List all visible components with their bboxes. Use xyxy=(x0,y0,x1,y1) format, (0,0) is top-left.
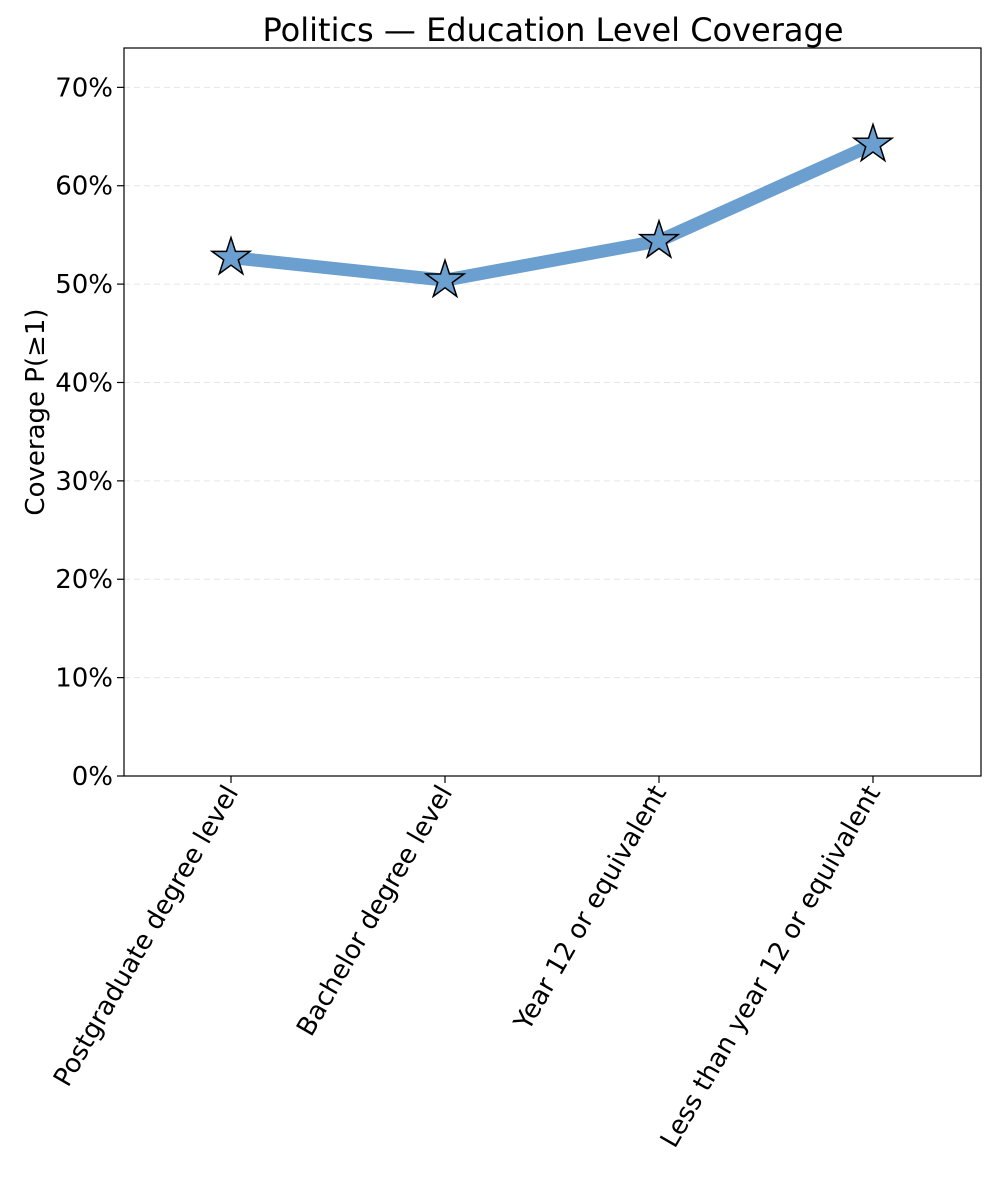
x-tick-label: Bachelor degree level xyxy=(291,781,459,1042)
y-axis-ticks: 0% 10% 20% 30% 40% 50% 60% 70% xyxy=(55,73,124,792)
plot-area-frame xyxy=(123,47,982,777)
x-axis-ticks: Postgraduate degree level Bachelor degree… xyxy=(48,776,887,1153)
y-tick-label: 0% xyxy=(72,762,113,792)
y-tick-label: 20% xyxy=(55,565,113,595)
x-tick-label: Less than year 12 or equivalent xyxy=(655,781,887,1153)
series-line xyxy=(230,138,876,287)
y-tick-label: 10% xyxy=(55,664,113,694)
y-tick-label: 60% xyxy=(55,172,113,202)
data-point-star xyxy=(423,257,467,299)
y-axis-label: Coverage P(≥1) xyxy=(21,308,51,515)
series-group xyxy=(209,121,895,299)
data-point-star xyxy=(637,218,681,259)
y-tick-label: 50% xyxy=(55,270,113,300)
data-point-star xyxy=(209,235,253,276)
gridlines xyxy=(124,86,981,679)
chart-title: Politics — Education Level Coverage xyxy=(263,11,844,49)
y-tick-label: 70% xyxy=(55,73,113,103)
y-tick-label: 40% xyxy=(55,368,113,398)
y-tick-label: 30% xyxy=(55,467,113,497)
x-tick-label: Year 12 or equivalent xyxy=(508,781,673,1037)
data-point-star xyxy=(851,121,895,163)
x-tick-label: Postgraduate degree level xyxy=(48,781,245,1092)
